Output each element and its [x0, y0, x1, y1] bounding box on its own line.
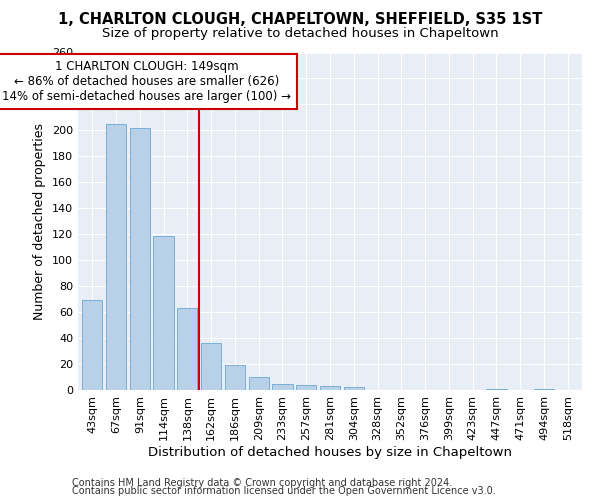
- Bar: [534, 388, 554, 390]
- Bar: [177, 308, 197, 390]
- Bar: [487, 388, 506, 390]
- Bar: [225, 366, 245, 390]
- Text: 1, CHARLTON CLOUGH, CHAPELTOWN, SHEFFIELD, S35 1ST: 1, CHARLTON CLOUGH, CHAPELTOWN, SHEFFIEL…: [58, 12, 542, 28]
- Bar: [296, 385, 316, 390]
- Text: 1 CHARLTON CLOUGH: 149sqm
← 86% of detached houses are smaller (626)
14% of semi: 1 CHARLTON CLOUGH: 149sqm ← 86% of detac…: [2, 60, 292, 104]
- Bar: [201, 344, 221, 390]
- X-axis label: Distribution of detached houses by size in Chapeltown: Distribution of detached houses by size …: [148, 446, 512, 458]
- Text: Contains HM Land Registry data © Crown copyright and database right 2024.: Contains HM Land Registry data © Crown c…: [72, 478, 452, 488]
- Bar: [272, 384, 293, 390]
- Text: Contains public sector information licensed under the Open Government Licence v3: Contains public sector information licen…: [72, 486, 496, 496]
- Bar: [320, 386, 340, 390]
- Bar: [130, 128, 150, 390]
- Bar: [106, 124, 126, 390]
- Bar: [82, 300, 103, 390]
- Text: Size of property relative to detached houses in Chapeltown: Size of property relative to detached ho…: [101, 28, 499, 40]
- Bar: [344, 388, 364, 390]
- Bar: [248, 377, 269, 390]
- Y-axis label: Number of detached properties: Number of detached properties: [34, 122, 46, 320]
- Bar: [154, 236, 173, 390]
